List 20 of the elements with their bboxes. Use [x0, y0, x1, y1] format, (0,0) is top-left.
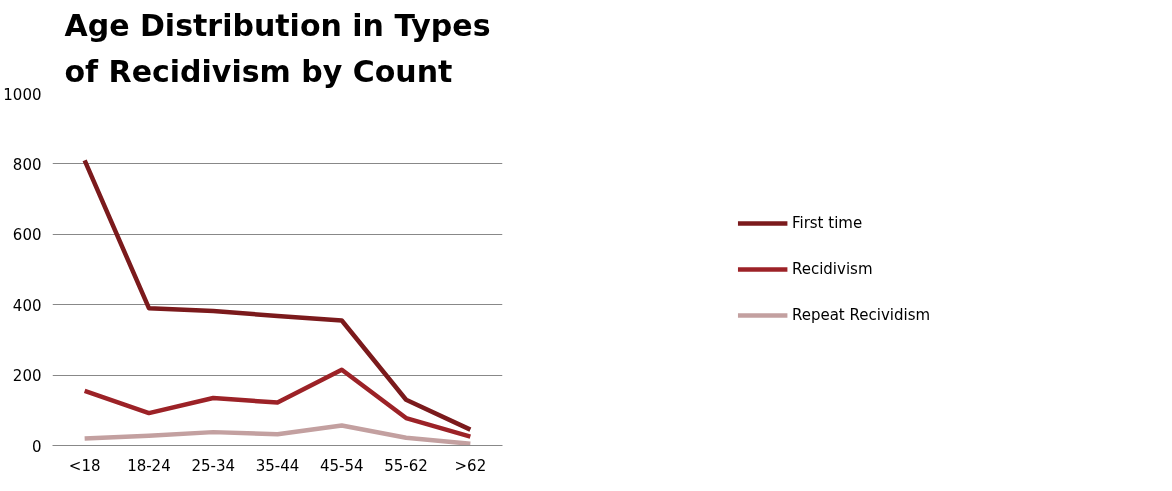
- line-series: [82, 158, 473, 432]
- line-series: [82, 367, 473, 439]
- x-tick-label: >62: [454, 456, 487, 475]
- x-tick-label: 45-54: [319, 456, 364, 475]
- x-tick-label: 55-62: [384, 456, 428, 475]
- x-tick-label: 35-44: [255, 456, 300, 475]
- chart-title: Age Distribution in Types of Recidivism by Count: [64, 8, 491, 89]
- legend-label: First time: [791, 214, 863, 232]
- y-tick-label: 400: [12, 296, 42, 315]
- y-tick-label: 800: [12, 155, 42, 174]
- x-tick-label: 18-24: [127, 456, 171, 475]
- y-tick-label: 600: [12, 226, 42, 245]
- line-series: [82, 423, 473, 446]
- legend-label: Repeat Recividism: [791, 306, 931, 324]
- y-tick-label: 0: [31, 437, 42, 456]
- y-tick-label: 1000: [3, 85, 42, 104]
- x-tick-label: <18: [68, 456, 101, 475]
- legend-label: Recidivism: [791, 260, 873, 278]
- x-tick-label: 25-34: [191, 456, 236, 475]
- y-tick-label: 200: [12, 367, 42, 386]
